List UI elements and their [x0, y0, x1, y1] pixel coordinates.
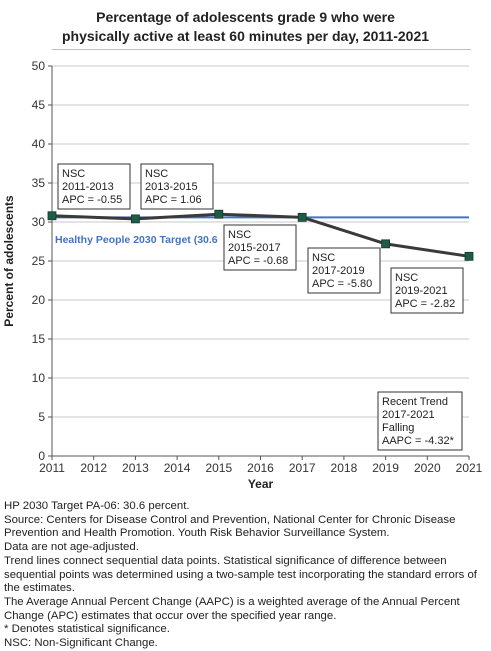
annotation-4-line-1: NSC [312, 252, 335, 264]
x-tick-label-2018: 2018 [331, 461, 358, 475]
note-target: HP 2030 Target PA-06: 30.6 percent. [4, 500, 190, 512]
x-tick-label-2012: 2012 [80, 461, 107, 475]
annotation-3-line-1: NSC [228, 229, 251, 241]
annotation-4-line-2: 2017-2019 [312, 265, 365, 277]
y-tick-label-0: 0 [38, 449, 45, 463]
y-tick-label-40: 40 [32, 137, 46, 151]
y-tick-label-50: 50 [32, 59, 46, 73]
annotation-box-2 [140, 163, 214, 210]
chart-title-line-2: physically active at least 60 minutes pe… [61, 28, 430, 44]
annotation-1-line-2: 2011-2013 [62, 181, 114, 193]
note-trend-lines: Trend lines connect sequential data poin… [4, 554, 477, 595]
y-tick-label-35: 35 [32, 176, 46, 190]
annotation-1-line-3: APC = -0.55 [62, 194, 122, 206]
annotation-5-line-1: NSC [395, 272, 418, 284]
chart-title-line-1: Percentage of adolescents grade 9 who we… [96, 9, 395, 25]
y-tick-label-30: 30 [32, 215, 46, 229]
data-point-2017 [297, 212, 307, 222]
data-point-2015 [214, 209, 224, 219]
annotation-2-line-2: 2013-2015 [145, 181, 198, 193]
data-point-2013 [130, 214, 140, 224]
x-tick-label-2019: 2019 [372, 461, 399, 475]
data-point-2021 [464, 251, 474, 261]
x-tick-label-2020: 2020 [414, 461, 441, 475]
x-tick-label-2013: 2013 [122, 461, 149, 475]
x-tick-label-2016: 2016 [247, 461, 274, 475]
annotation-box-6 [377, 391, 463, 451]
note-significance: * Denotes statistical significance. [4, 623, 170, 636]
note-age-adjusted: Data are not age-adjusted. [4, 541, 139, 554]
target-label: Healthy People 2030 Target (30.6 [55, 234, 218, 246]
y-tick-label-25: 25 [32, 254, 46, 268]
x-tick-label-2015: 2015 [205, 461, 232, 475]
y-tick-label-20: 20 [32, 293, 46, 307]
x-axis-title: Year [248, 477, 274, 491]
series-line [51, 212, 470, 258]
chart-notes: HP 2030 Target PA-06: 30.6 percent. Sour… [4, 500, 488, 651]
x-tick-label-2017: 2017 [289, 461, 316, 475]
annotation-box-3 [223, 224, 297, 271]
annotation-3-line-3: APC = -0.68 [228, 255, 288, 267]
annotation-5-line-2: 2019-2021 [395, 285, 448, 297]
annotation-box-5 [390, 267, 464, 314]
annotation-3-line-2: 2015-2017 [228, 242, 281, 254]
annotation-6-line-3: Falling [382, 422, 414, 434]
annotation-6-line-4: AAPC = -4.32* [382, 435, 455, 447]
note-source: Source: Centers for Disease Control and … [4, 513, 456, 540]
y-tick-label-45: 45 [32, 98, 46, 112]
data-point-2019 [381, 239, 391, 249]
x-tick-label-2014: 2014 [164, 461, 191, 475]
y-tick-label-10: 10 [32, 371, 46, 385]
annotation-6-line-1: Recent Trend [382, 396, 448, 408]
chart-title: Percentage of adolescents grade 9 who we… [0, 8, 491, 46]
y-tick-label-5: 5 [38, 410, 45, 424]
y-tick-label-15: 15 [32, 332, 46, 346]
annotation-1-line-1: NSC [62, 168, 85, 180]
annotation-box-1 [57, 163, 131, 210]
x-tick-label-2021: 2021 [456, 461, 483, 475]
x-tick-label-2011: 2011 [39, 461, 65, 475]
annotation-2-line-3: APC = 1.06 [145, 194, 202, 206]
title-divider [52, 49, 471, 50]
annotation-5-line-3: APC = -2.82 [395, 298, 455, 310]
note-aapc: The Average Annual Percent Change (AAPC)… [4, 595, 460, 622]
y-axis-title: Percent of adolescents [2, 195, 16, 327]
annotation-2-line-1: NSC [145, 168, 168, 180]
note-nsc: NSC: Non-Significant Change. [4, 637, 158, 650]
annotation-6-line-2: 2017-2021 [382, 409, 435, 421]
data-point-2011 [47, 211, 57, 221]
annotation-box-4 [307, 247, 381, 294]
line-chart: 0 5 10 15 20 25 30 35 40 45 50 2011 2012 2013 2014 2015… [2, 59, 483, 491]
annotation-4-line-3: APC = -5.80 [312, 278, 372, 290]
